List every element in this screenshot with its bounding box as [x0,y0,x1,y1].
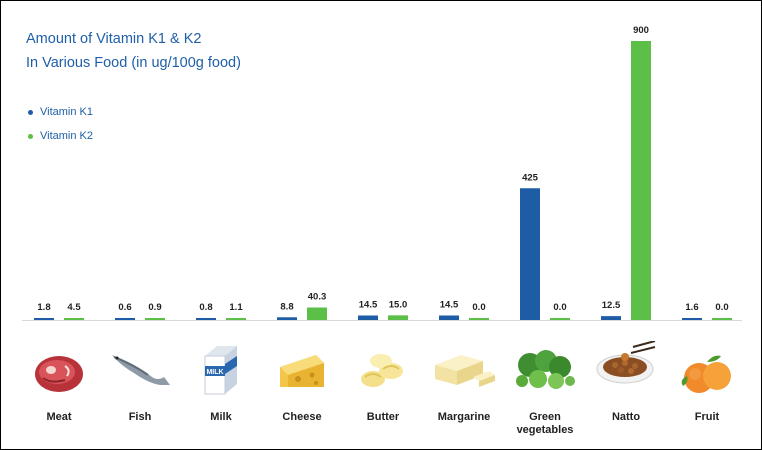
bar-k1-fish [115,318,135,320]
bar-k1-green-vegetables [520,188,540,320]
bar-k1-margarine [439,315,459,320]
legend-item-k2: Vitamin K2 [28,124,93,148]
data-label-k2: 4.5 [67,302,81,313]
category-label-line: Margarine [437,411,491,423]
category-label-line: Fruit [694,411,720,423]
data-label-k1: 14.5 [440,300,459,311]
chart-title: Amount of Vitamin K1 & K2 [26,31,202,47]
data-label-k1: 0.6 [118,302,131,313]
data-label-k1: 8.8 [280,301,293,312]
category-label-line: Natto [611,411,641,423]
fruit-icon [677,350,737,403]
chart-title-block: Amount of Vitamin K1 & K2 In Various Foo… [26,27,241,75]
bar-k1-meat [34,318,54,320]
margarine-icon [431,351,497,396]
milk-carton-icon: MILK [199,344,243,401]
butter-icon [357,347,409,398]
category-label: Milk [181,411,261,424]
data-label-k2: 0.0 [715,302,728,313]
category-label: Butter [343,411,423,424]
bar-k2-milk [226,318,246,320]
bar-k2-natto [631,41,651,320]
bar-k2-green-vegetables [550,318,570,320]
bar-k1-butter [358,315,378,320]
data-label-k1: 1.8 [37,302,50,313]
bar-k1-fruit [682,318,702,320]
chart-legend: Vitamin K1 Vitamin K2 [28,100,93,148]
bar-k2-cheese [307,307,327,320]
chart-subtitle: In Various Food (in ug/100g food) [26,55,241,71]
fish-icon [108,347,172,396]
data-label-k1: 425 [522,172,539,183]
category-label: Cheese [262,411,342,424]
category-label-line: vegetables [516,424,574,436]
category-label-line: Cheese [282,411,322,423]
category-label-line: Meat [46,411,72,423]
cheese-icon [276,349,328,398]
natto-icon [595,340,657,396]
bar-k2-fruit [712,318,732,320]
data-label-k2: 0.0 [553,302,566,313]
data-label-k2: 900 [633,25,649,36]
data-label-k2: 1.1 [229,302,243,313]
data-label-k2: 0.9 [148,302,161,313]
category-label: Fruit [667,411,747,424]
bar-k1-cheese [277,317,297,320]
vegetables-icon [512,347,578,398]
data-label-k1: 12.5 [602,300,621,311]
category-label-line: Green [529,411,561,423]
category-label: Meat [19,411,99,424]
bar-k2-meat [64,318,84,320]
legend-label-k1: Vitamin K1 [40,106,93,118]
category-label: Fish [100,411,180,424]
bar-k2-margarine [469,318,489,320]
bar-k2-butter [388,315,408,320]
data-label-k2: 15.0 [389,299,408,310]
category-label: Green vegetables [505,411,585,437]
bar-k2-fish [145,318,165,320]
data-label-k1: 1.6 [685,302,698,313]
svg-text:MILK: MILK [206,369,223,376]
data-label-k1: 0.8 [199,302,212,313]
bar-k1-natto [601,316,621,320]
legend-dot-k1 [28,109,33,115]
steak-icon [31,348,87,401]
category-label-line: Milk [210,411,232,423]
legend-label-k2: Vitamin K2 [40,130,93,142]
category-label-line: Butter [366,411,400,423]
legend-dot-k2 [28,133,33,139]
data-label-k2: 40.3 [308,292,327,303]
data-label-k1: 14.5 [359,300,378,311]
legend-item-k1: Vitamin K1 [28,100,93,124]
bar-k1-milk [196,318,216,320]
category-label: Margarine [424,411,504,424]
category-label: Natto [586,411,666,424]
data-label-k2: 0.0 [472,302,485,313]
category-label-line: Fish [128,411,152,423]
